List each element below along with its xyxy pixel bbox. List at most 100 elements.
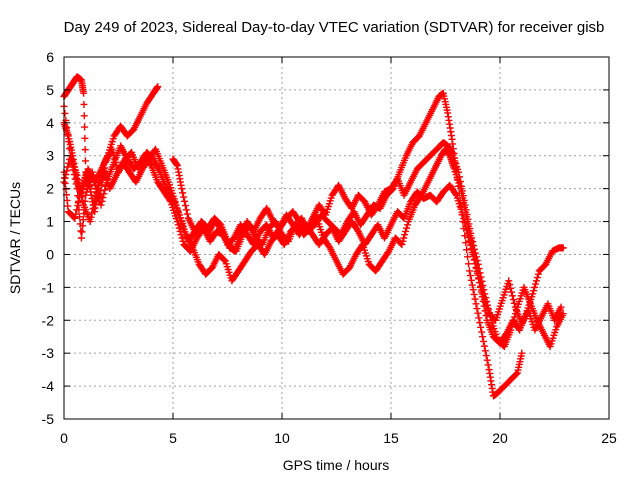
data-point	[479, 333, 487, 341]
data-point	[470, 290, 478, 298]
data-point	[468, 249, 476, 257]
data-point	[507, 326, 515, 334]
data-point	[87, 213, 95, 221]
data-point	[462, 222, 470, 230]
data-point	[508, 323, 516, 331]
x-tick-label: 25	[601, 430, 617, 446]
data-point	[77, 234, 85, 242]
y-tick-label: 3	[46, 148, 54, 164]
data-point	[180, 193, 188, 201]
data-point	[80, 89, 88, 97]
data-point	[457, 182, 465, 190]
data-point	[468, 281, 476, 289]
data-point	[73, 206, 81, 214]
data-point	[477, 323, 485, 331]
data-point	[461, 218, 469, 226]
y-tick-label: 6	[46, 49, 54, 65]
x-tick-label: 20	[492, 430, 508, 446]
data-point	[507, 284, 515, 292]
data-point	[99, 194, 107, 202]
data-point	[398, 241, 406, 249]
data-point	[455, 168, 463, 176]
data-point	[74, 202, 82, 210]
data-point	[505, 277, 513, 285]
data-point	[478, 328, 486, 336]
data-point	[79, 216, 87, 224]
data-point	[533, 273, 541, 281]
data-point	[71, 214, 79, 222]
data-point	[513, 370, 521, 378]
data-point	[479, 337, 487, 345]
series-track-e	[60, 119, 565, 334]
data-point	[101, 186, 109, 194]
data-point	[154, 83, 162, 91]
data-point	[97, 201, 105, 209]
data-point	[465, 267, 473, 275]
data-point	[179, 189, 187, 197]
y-tick-label: -5	[42, 411, 55, 427]
data-point	[465, 234, 473, 242]
y-tick-label: 4	[46, 115, 54, 131]
data-point	[466, 225, 474, 233]
data-point	[108, 145, 116, 153]
data-point	[474, 309, 482, 317]
data-point	[402, 227, 410, 235]
data-point	[181, 202, 189, 210]
data-point	[86, 218, 94, 226]
data-point	[509, 320, 517, 328]
data-point	[534, 270, 542, 278]
data-point	[178, 185, 186, 193]
y-tick-label: 1	[46, 214, 54, 230]
data-point	[460, 215, 468, 223]
data-point	[484, 361, 492, 369]
data-point	[403, 224, 411, 232]
data-point	[460, 196, 468, 204]
data-point	[481, 347, 489, 355]
data-point	[559, 310, 567, 318]
data-point	[464, 230, 472, 238]
data-point	[461, 201, 469, 209]
data-point	[171, 198, 179, 206]
y-tick-label: 2	[46, 181, 54, 197]
data-point	[475, 314, 483, 322]
data-point	[78, 228, 86, 236]
data-point	[465, 260, 473, 268]
data-point	[465, 237, 473, 245]
data-point	[64, 163, 72, 171]
data-point	[529, 290, 537, 298]
data-point	[174, 208, 182, 216]
data-point	[463, 246, 471, 254]
data-point	[79, 197, 87, 205]
data-point	[81, 123, 89, 131]
data-point	[472, 264, 480, 272]
data-point	[482, 352, 490, 360]
data-point	[478, 286, 486, 294]
data-point	[459, 192, 467, 200]
data-point	[473, 305, 481, 313]
data-point	[400, 234, 408, 242]
data-point	[178, 234, 186, 242]
y-tick-label: 0	[46, 246, 54, 262]
data-point	[510, 316, 518, 324]
x-tick-label: 0	[60, 430, 68, 446]
data-point	[474, 271, 482, 279]
data-point	[467, 276, 475, 284]
data-point	[480, 342, 488, 350]
data-point	[399, 237, 407, 245]
data-point	[477, 282, 485, 290]
data-point	[451, 190, 459, 198]
data-point	[471, 295, 479, 303]
data-point	[81, 134, 89, 142]
data-point	[470, 256, 478, 264]
data-point	[532, 280, 540, 288]
data-point	[557, 303, 565, 311]
data-point	[459, 211, 467, 219]
data-point	[81, 146, 89, 154]
data-point	[475, 275, 483, 283]
y-tick-label: -1	[42, 279, 55, 295]
data-point	[103, 176, 111, 184]
x-tick-label: 5	[169, 430, 177, 446]
data-point	[462, 239, 470, 247]
data-point	[61, 174, 69, 182]
data-point	[508, 288, 516, 296]
